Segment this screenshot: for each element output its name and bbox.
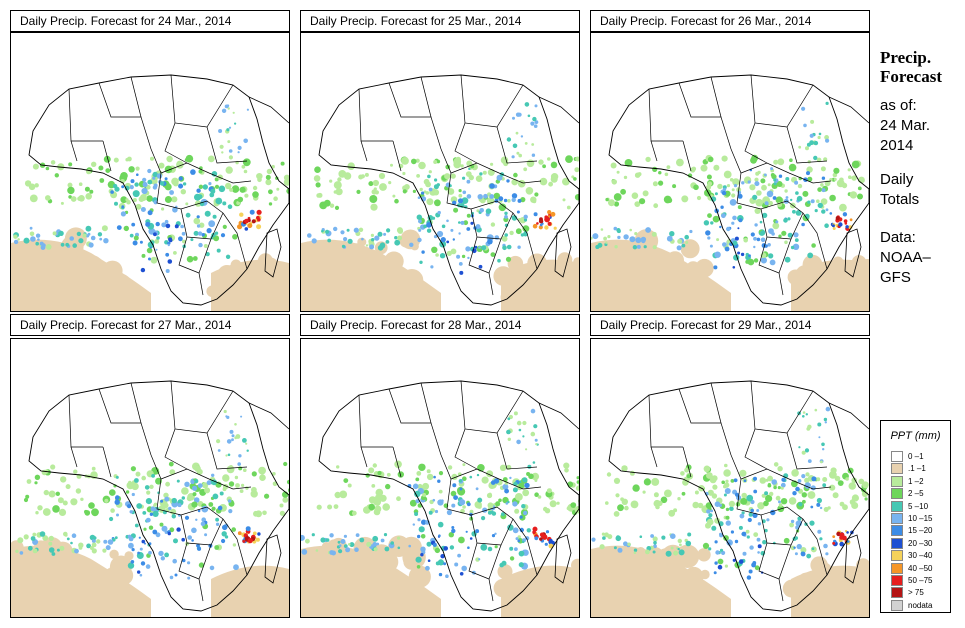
precip-map — [301, 74, 579, 311]
legend-swatch — [891, 513, 903, 524]
forecast-map-panel — [590, 32, 870, 312]
legend-item: 5 –10 — [891, 500, 929, 512]
panel-title: Daily Precip. Forecast for 26 Mar., 2014 — [590, 10, 870, 32]
forecast-map-panel — [10, 338, 290, 618]
legend-label: 20 –30 — [908, 538, 933, 548]
legend-item: 30 –40 — [891, 550, 933, 562]
heading-line1: Precip. — [880, 48, 932, 67]
asof-line3: 2014 — [880, 137, 914, 154]
precip-map — [11, 380, 289, 617]
totals-line1: Daily — [880, 171, 914, 188]
legend-swatch — [891, 550, 903, 562]
legend-item: .1 –1 — [891, 463, 926, 475]
legend-item: nodata — [891, 599, 933, 611]
legend-swatch — [891, 463, 903, 475]
precip-map — [301, 380, 579, 617]
legend-swatch — [891, 488, 903, 500]
precip-map — [11, 74, 289, 311]
legend-item: 20 –30 — [891, 537, 933, 549]
legend-item: 50 –75 — [891, 575, 932, 586]
legend-swatch — [891, 599, 903, 611]
precip-map — [591, 380, 869, 617]
precip-map — [591, 74, 869, 311]
legend-item: 2 –5 — [891, 488, 924, 500]
legend-swatch — [891, 451, 903, 462]
legend-item: 40 –50 — [891, 562, 933, 574]
panel-title: Daily Precip. Forecast for 27 Mar., 2014 — [10, 314, 290, 336]
legend-swatch — [891, 525, 903, 537]
legend-label: > 75 — [908, 588, 924, 598]
legend-label: 40 –50 — [908, 563, 933, 573]
legend-swatch — [891, 475, 903, 487]
legend-label: 30 –40 — [908, 551, 933, 561]
legend-swatch — [891, 587, 903, 599]
panel-title: Daily Precip. Forecast for 28 Mar., 2014 — [300, 314, 580, 336]
asof-line2: 24 Mar. — [880, 117, 931, 134]
totals-line2: Totals — [880, 191, 920, 208]
side-asof: as of: 24 Mar. 2014 — [880, 96, 930, 156]
forecast-map-panel — [590, 338, 870, 618]
legend-swatch — [891, 537, 903, 549]
legend-label: .1 –1 — [908, 464, 926, 474]
data-line1: Data: — [880, 229, 916, 246]
legend-label: 0 –1 — [908, 452, 924, 461]
asof-line1: as of: — [880, 97, 917, 114]
side-totals: Daily Totals — [880, 170, 919, 210]
legend-label: 50 –75 — [908, 576, 933, 585]
legend-item: 1 –2 — [891, 475, 924, 487]
legend-label: 15 –20 — [908, 526, 933, 536]
forecast-map-panel — [10, 32, 290, 312]
legend-swatch — [891, 575, 903, 586]
legend-title: PPT (mm) — [890, 430, 941, 442]
heading-line2: Forecast — [880, 67, 942, 86]
legend-label: 10 –15 — [908, 514, 933, 523]
forecast-map-panel — [300, 32, 580, 312]
legend-label: 1 –2 — [908, 476, 924, 486]
side-heading: Precip. Forecast — [880, 48, 942, 86]
panel-title: Daily Precip. Forecast for 24 Mar., 2014 — [10, 10, 290, 32]
legend-swatch — [891, 562, 903, 574]
legend-label: 5 –10 — [908, 501, 929, 511]
data-line3: GFS — [880, 269, 911, 286]
legend-item: 0 –1 — [891, 451, 924, 462]
legend-swatch — [891, 500, 903, 512]
legend-item: 10 –15 — [891, 513, 932, 524]
forecast-map-panel — [300, 338, 580, 618]
legend-item: 15 –20 — [891, 525, 933, 537]
legend-label: nodata — [908, 600, 933, 610]
ppt-legend: PPT (mm) 0 –1 .1 –1 1 –2 2 –5 5 –10 10 –15 15 … — [880, 420, 951, 613]
side-data-source: Data: NOAA– GFS — [880, 228, 931, 288]
data-line2: NOAA– — [880, 249, 931, 266]
legend-item: > 75 — [891, 587, 924, 599]
legend-label: 2 –5 — [908, 489, 924, 499]
panel-title: Daily Precip. Forecast for 29 Mar., 2014 — [590, 314, 870, 336]
panel-title: Daily Precip. Forecast for 25 Mar., 2014 — [300, 10, 580, 32]
